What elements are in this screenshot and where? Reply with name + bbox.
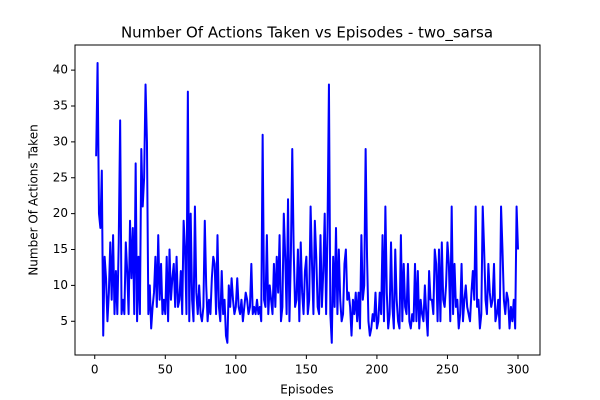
y-tick-label: 30 bbox=[53, 134, 68, 148]
plot-frame bbox=[74, 44, 541, 356]
y-tick-label: 10 bbox=[53, 278, 68, 292]
x-tick-label: 50 bbox=[158, 363, 173, 377]
x-tick-label: 0 bbox=[91, 363, 99, 377]
y-tick-label: 15 bbox=[53, 242, 68, 256]
y-tick-label: 20 bbox=[53, 206, 68, 220]
x-tick-label: 200 bbox=[365, 363, 388, 377]
x-tick-label: 250 bbox=[436, 363, 459, 377]
y-tick-label: 5 bbox=[60, 314, 68, 328]
x-axis-label: Episodes bbox=[280, 383, 333, 397]
data-line bbox=[95, 61, 519, 344]
x-tick-label: 300 bbox=[507, 363, 530, 377]
y-tick-label: 35 bbox=[53, 98, 68, 112]
x-tick-label: 150 bbox=[295, 363, 318, 377]
chart-title: Number Of Actions Taken vs Episodes - tw… bbox=[121, 24, 493, 43]
x-tick-label: 100 bbox=[224, 363, 247, 377]
y-tick-label: 40 bbox=[53, 63, 68, 77]
y-tick-label: 25 bbox=[53, 170, 68, 184]
y-axis-label: Number Of Actions Taken bbox=[27, 124, 41, 275]
